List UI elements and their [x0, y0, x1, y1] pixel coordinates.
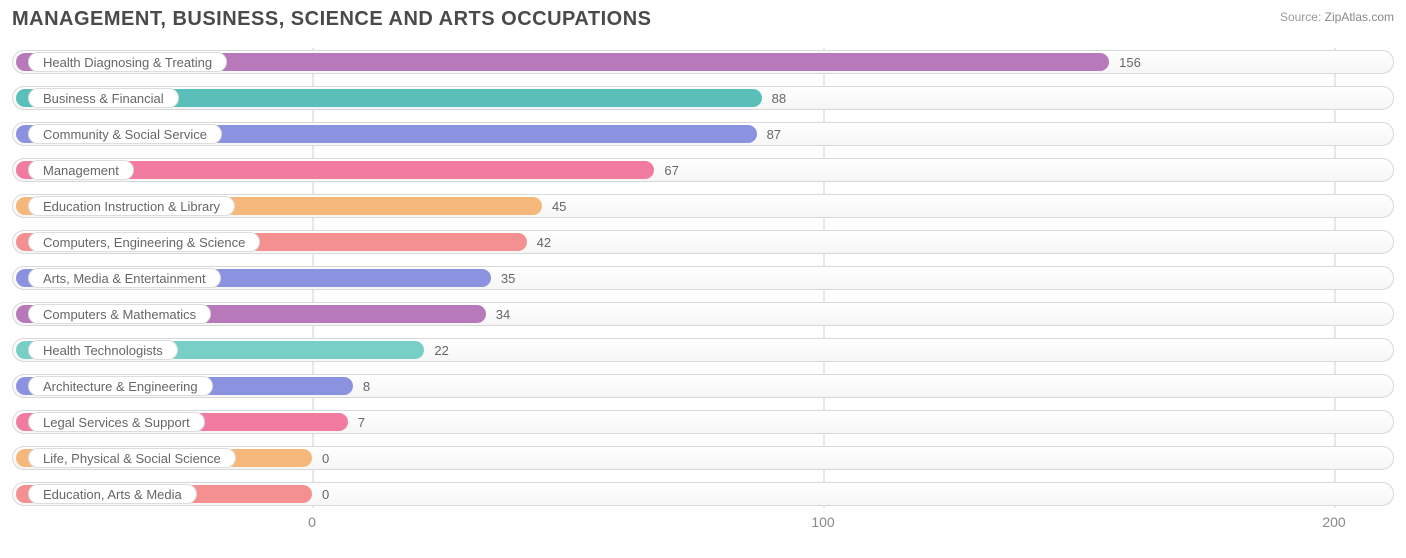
plot-area: 0 100 200 Health Diagnosing & Treating 156 B…: [12, 44, 1394, 534]
bar-row: Computers, Engineering & Science 42: [12, 228, 1394, 256]
bar-category-label: Computers, Engineering & Science: [28, 232, 260, 252]
bar-row: Business & Financial 88: [12, 84, 1394, 112]
bar-value-label: 34: [496, 300, 510, 328]
bar-row: Arts, Media & Entertainment 35: [12, 264, 1394, 292]
chart-header: MANAGEMENT, BUSINESS, SCIENCE AND ARTS O…: [12, 8, 1394, 44]
bar-value-label: 7: [358, 408, 365, 436]
bar-category-label: Architecture & Engineering: [28, 376, 213, 396]
occupations-bar-chart: MANAGEMENT, BUSINESS, SCIENCE AND ARTS O…: [0, 0, 1406, 558]
bar-row: Legal Services & Support 7: [12, 408, 1394, 436]
bar-category-label: Health Diagnosing & Treating: [28, 52, 227, 72]
bar-row: Health Technologists 22: [12, 336, 1394, 364]
bar-value-label: 42: [537, 228, 551, 256]
bar-category-label: Education Instruction & Library: [28, 196, 235, 216]
axis-tick-label: 100: [811, 514, 834, 530]
axis-tick-label: 0: [308, 514, 316, 530]
bar-category-label: Health Technologists: [28, 340, 178, 360]
bar-row: Life, Physical & Social Science 0: [12, 444, 1394, 472]
bar-category-label: Education, Arts & Media: [28, 484, 197, 504]
chart-title: MANAGEMENT, BUSINESS, SCIENCE AND ARTS O…: [12, 8, 651, 31]
bar-row: Education, Arts & Media 0: [12, 480, 1394, 508]
axis-tick-label: 200: [1322, 514, 1345, 530]
chart-source: Source: ZipAtlas.com: [1280, 8, 1394, 24]
bar-value-label: 87: [767, 120, 781, 148]
bar-row: Architecture & Engineering 8: [12, 372, 1394, 400]
bar-category-label: Computers & Mathematics: [28, 304, 211, 324]
bar-category-label: Community & Social Service: [28, 124, 222, 144]
source-prefix: Source:: [1280, 10, 1325, 24]
bar-category-label: Life, Physical & Social Science: [28, 448, 236, 468]
bar-value-label: 0: [322, 480, 329, 508]
bar-category-label: Arts, Media & Entertainment: [28, 268, 221, 288]
bar-category-label: Management: [28, 160, 134, 180]
bar-row: Computers & Mathematics 34: [12, 300, 1394, 328]
bar-value-label: 67: [664, 156, 678, 184]
bar-value-label: 45: [552, 192, 566, 220]
bar-row: Education Instruction & Library 45: [12, 192, 1394, 220]
bar-value-label: 0: [322, 444, 329, 472]
bar-row: Management 67: [12, 156, 1394, 184]
bar-row: Health Diagnosing & Treating 156: [12, 48, 1394, 76]
bar-value-label: 8: [363, 372, 370, 400]
bar-category-label: Legal Services & Support: [28, 412, 205, 432]
bars-layer: Health Diagnosing & Treating 156 Business …: [12, 48, 1394, 508]
bar-value-label: 156: [1119, 48, 1141, 76]
source-name: ZipAtlas.com: [1325, 10, 1394, 24]
bar-value-label: 22: [434, 336, 448, 364]
bar-value-label: 35: [501, 264, 515, 292]
bar-category-label: Business & Financial: [28, 88, 179, 108]
bar-row: Community & Social Service 87: [12, 120, 1394, 148]
bar-value-label: 88: [772, 84, 786, 112]
